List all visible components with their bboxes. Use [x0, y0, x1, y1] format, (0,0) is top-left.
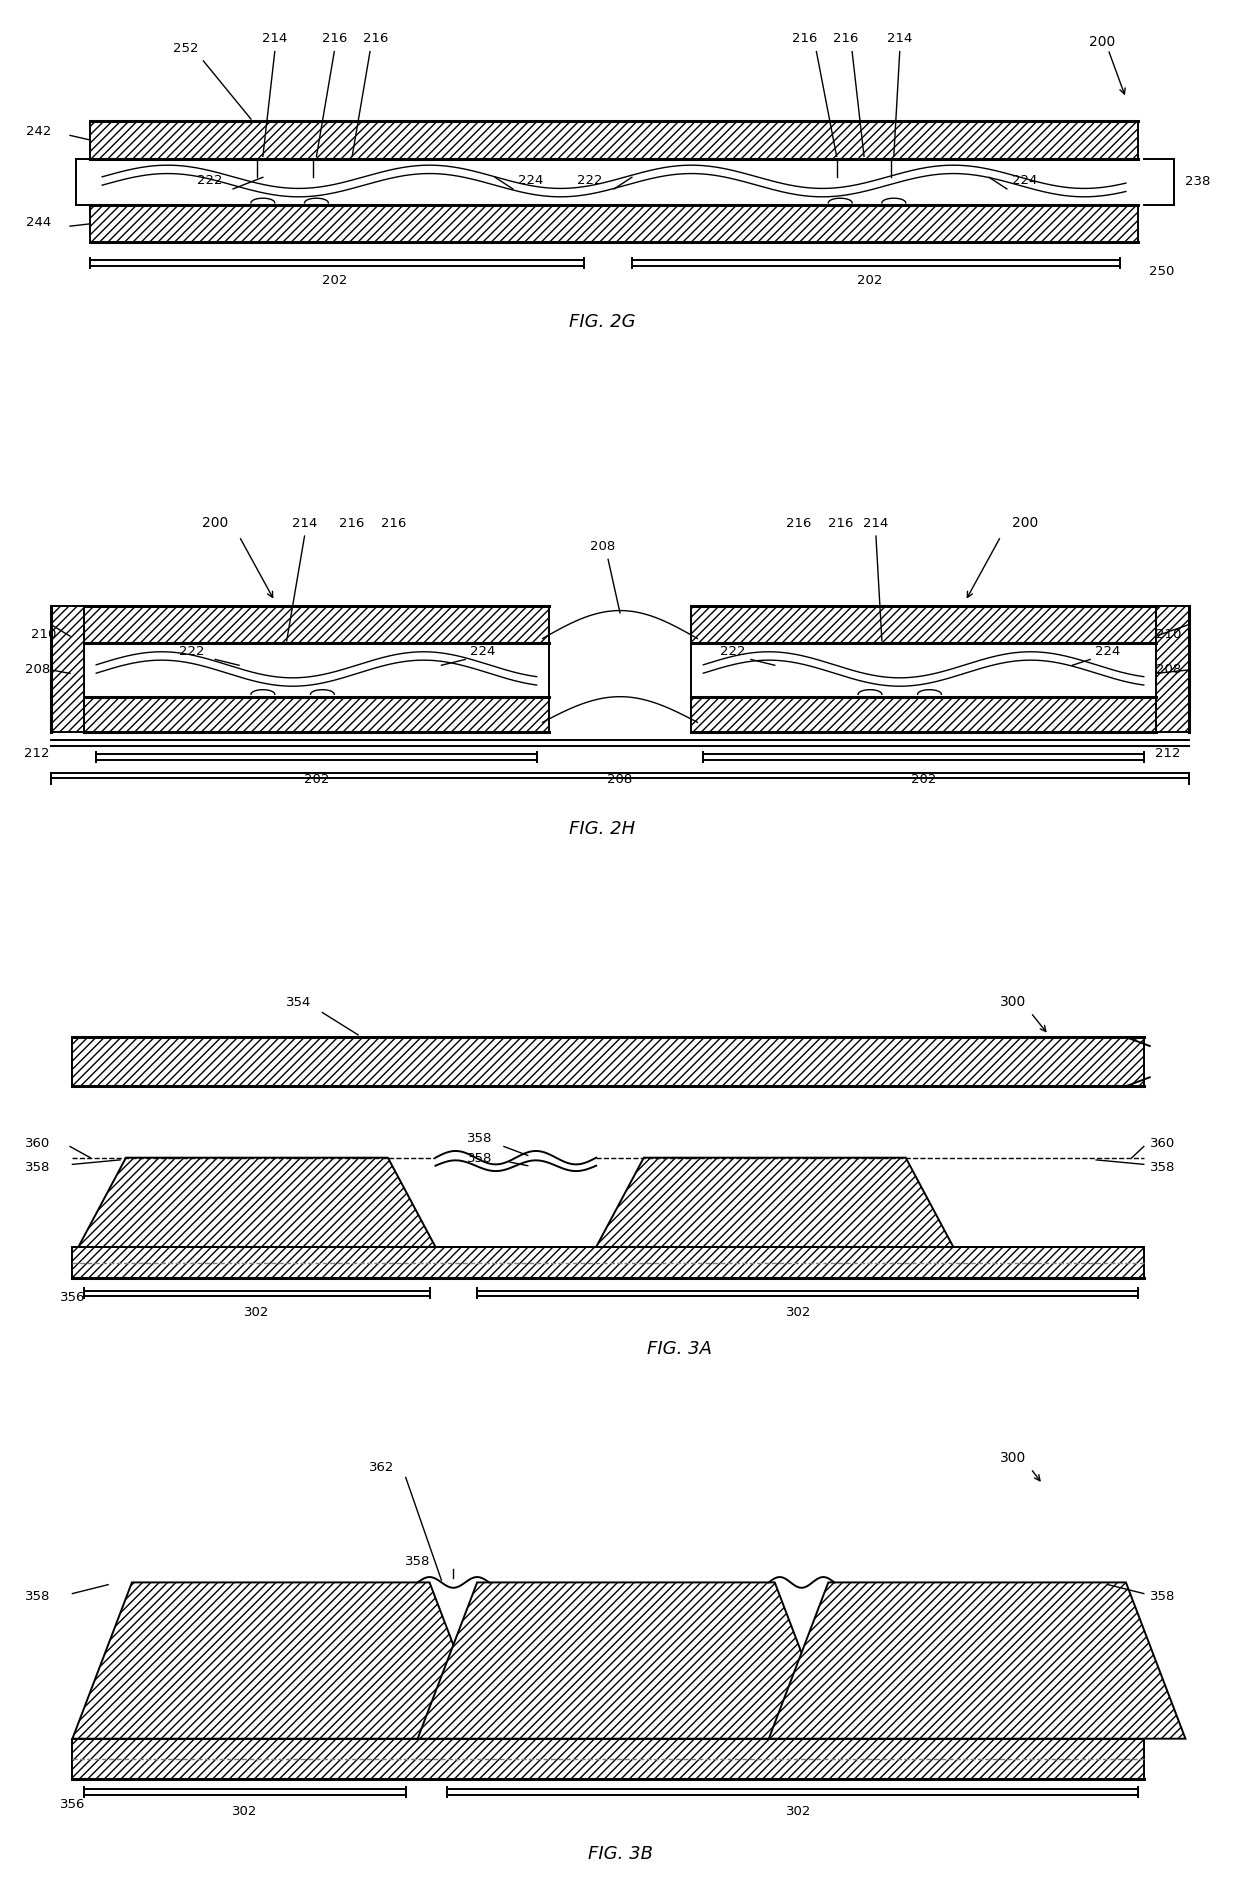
Text: 302: 302 [786, 1805, 811, 1818]
Text: 214: 214 [887, 32, 913, 46]
Bar [84, 697, 548, 732]
Text: 222: 222 [578, 175, 603, 188]
Text: 200: 200 [1089, 36, 1115, 49]
Text: 358: 358 [25, 1590, 50, 1604]
Text: 216: 216 [340, 517, 365, 530]
Text: 360: 360 [25, 1136, 50, 1150]
Text: 200: 200 [1012, 515, 1038, 530]
Bar [51, 606, 84, 732]
Text: 210: 210 [1156, 629, 1180, 642]
Text: 208: 208 [1156, 663, 1180, 676]
Text: 208: 208 [608, 773, 632, 787]
Text: 216: 216 [786, 517, 811, 530]
Text: 356: 356 [60, 1797, 86, 1811]
Text: 244: 244 [26, 217, 52, 230]
Text: 202: 202 [911, 773, 936, 787]
Text: 212: 212 [24, 747, 50, 760]
Text: 238: 238 [1185, 175, 1210, 188]
Text: 202: 202 [304, 773, 329, 787]
Text: 216: 216 [827, 517, 853, 530]
Bar [84, 606, 548, 642]
Text: 224: 224 [1095, 644, 1121, 657]
Text: FIG. 2G: FIG. 2G [569, 314, 635, 331]
Bar [692, 606, 1156, 642]
Text: 300: 300 [999, 996, 1025, 1009]
Text: 302: 302 [232, 1805, 258, 1818]
Text: 200: 200 [202, 515, 228, 530]
Text: 202: 202 [857, 274, 883, 287]
Text: 208: 208 [25, 663, 50, 676]
Text: 362: 362 [370, 1461, 394, 1474]
Text: 358: 358 [25, 1161, 50, 1174]
Bar [91, 205, 1138, 243]
Text: 210: 210 [31, 629, 56, 642]
Text: 214: 214 [262, 32, 288, 46]
Text: 354: 354 [286, 996, 311, 1009]
Polygon shape [72, 1583, 489, 1738]
Text: FIG. 2H: FIG. 2H [569, 821, 635, 838]
Text: 224: 224 [470, 644, 496, 657]
Bar [72, 1738, 1143, 1778]
Text: 216: 216 [321, 32, 347, 46]
Text: 216: 216 [833, 32, 859, 46]
Text: 252: 252 [172, 42, 198, 55]
Text: 216: 216 [792, 32, 817, 46]
Text: 358: 358 [467, 1132, 492, 1146]
Bar [1156, 606, 1189, 732]
Text: 250: 250 [1149, 264, 1174, 277]
Text: 212: 212 [1154, 747, 1180, 760]
Text: 222: 222 [197, 175, 222, 188]
Text: 214: 214 [291, 517, 317, 530]
Polygon shape [596, 1157, 954, 1246]
Text: 216: 216 [363, 32, 388, 46]
Bar [72, 1037, 1143, 1087]
Text: 224: 224 [518, 175, 543, 188]
Text: 222: 222 [179, 644, 205, 657]
Text: FIG. 3A: FIG. 3A [647, 1340, 712, 1358]
Text: 242: 242 [26, 125, 52, 139]
Text: 360: 360 [1149, 1136, 1176, 1150]
Text: FIG. 3B: FIG. 3B [588, 1845, 652, 1864]
Text: 358: 358 [405, 1554, 430, 1567]
Bar [72, 1246, 1143, 1279]
Text: 302: 302 [244, 1305, 269, 1319]
Bar [91, 122, 1138, 160]
Text: 356: 356 [60, 1290, 86, 1303]
Polygon shape [418, 1583, 835, 1738]
Text: 224: 224 [1012, 175, 1038, 188]
Text: 216: 216 [381, 517, 407, 530]
Text: 300: 300 [999, 1452, 1025, 1465]
Text: 208: 208 [589, 540, 615, 553]
Text: 358: 358 [1149, 1161, 1176, 1174]
Text: 358: 358 [467, 1151, 492, 1165]
Polygon shape [769, 1583, 1185, 1738]
Text: 202: 202 [321, 274, 347, 287]
Polygon shape [78, 1157, 435, 1246]
Text: 302: 302 [786, 1305, 811, 1319]
Bar [692, 697, 1156, 732]
Text: 214: 214 [863, 517, 889, 530]
Text: 222: 222 [720, 644, 745, 657]
Text: 358: 358 [1149, 1590, 1176, 1604]
